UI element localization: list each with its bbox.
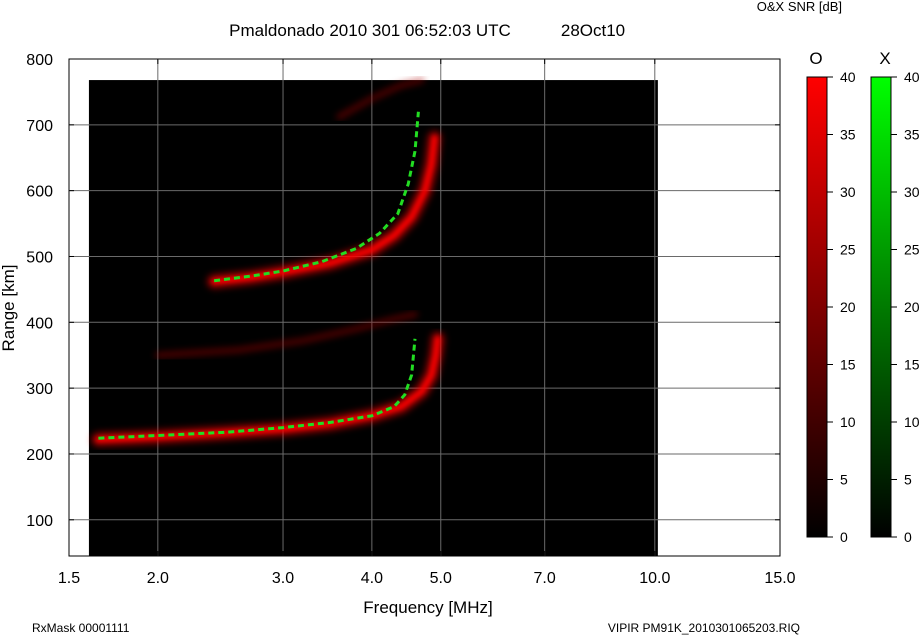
y-tick-label: 100 [26,513,53,530]
colorbar-tick-label: 30 [840,184,856,200]
colorbar-tick-label: 35 [904,127,920,143]
colorbar-o-ticks: 0 5 10 15 20 25 30 35 40 [827,69,856,545]
footer-rxmask: RxMask 00001111 [32,621,130,635]
colorbar-tick-label: 5 [904,472,912,488]
colorbar-x-label: X [879,49,890,68]
colorbar-tick-label: 25 [904,242,920,258]
x-tick-label: 10.0 [639,570,670,587]
x-tick-label: 2.0 [147,570,169,587]
y-tick-label: 400 [26,315,53,332]
colorbar-tick-label: 40 [904,69,920,85]
colorbar-x-ticks: 0 5 10 15 20 25 30 35 40 [891,69,920,545]
colorbar-tick-label: 30 [904,184,920,200]
x-tick-label: 4.0 [361,570,383,587]
plot-area [68,58,781,557]
colorbar-tick-label: 0 [904,529,912,545]
colorbar-tick-label: 35 [840,127,856,143]
y-tick-label: 300 [26,381,53,398]
x-tick-label: 1.5 [58,570,80,587]
y-tick-label: 600 [26,184,53,201]
x-tick-label: 7.0 [534,570,556,587]
x-tick-label: 3.0 [272,570,294,587]
x-axis-ticks: 1.5 2.0 3.0 4.0 5.0 7.0 10.0 15.0 [58,59,796,587]
y-tick-label: 700 [26,118,53,135]
echo-traces [91,77,445,447]
o-trace-halo [154,311,418,359]
x-trace [213,111,420,283]
x-axis-label: Frequency [MHz] [363,598,492,617]
chart-title-date: 28Oct10 [561,21,625,40]
colorbar-title: O&X SNR [dB] [757,0,842,14]
y-axis-ticks: 100 200 300 400 500 600 700 800 [26,52,780,530]
o-trace-halo [336,77,425,120]
colorbar-tick-label: 0 [840,529,848,545]
colorbar-tick-label: 25 [840,242,856,258]
footer-filename: VIPIR PM91K_2010301065203.RIQ [608,621,800,635]
x-trace [98,338,417,440]
colorbar-o: O 0 5 10 15 20 25 30 35 40 [806,49,856,545]
colorbar-tick-label: 15 [904,357,920,373]
chart-title: Pmaldonado 2010 301 06:52:03 UTC [229,21,511,40]
y-axis-label: Range [km] [0,265,18,352]
colorbar-tick-label: 20 [904,299,920,315]
x-tick-label: 15.0 [764,570,795,587]
data-region [88,80,658,556]
colorbar-o-label: O [809,49,822,68]
colorbar-x-gradient [870,76,892,538]
y-tick-label: 500 [26,249,53,266]
colorbar-x: X 0 5 10 15 20 25 30 35 40 [870,49,920,545]
colorbar-tick-label: 10 [904,414,920,430]
colorbar-tick-label: 20 [840,299,856,315]
y-tick-label: 800 [26,52,53,69]
colorbar-tick-label: 5 [840,472,848,488]
y-tick-label: 200 [26,447,53,464]
colorbar-o-gradient [806,76,828,538]
colorbar-tick-label: 40 [840,69,856,85]
x-tick-label: 5.0 [430,570,452,587]
colorbar-tick-label: 10 [840,414,856,430]
colorbar-tick-label: 15 [840,357,856,373]
